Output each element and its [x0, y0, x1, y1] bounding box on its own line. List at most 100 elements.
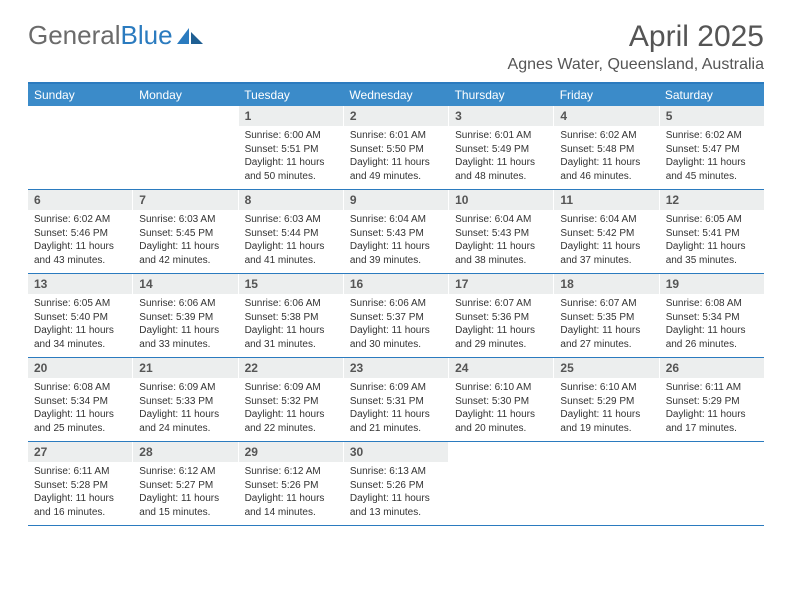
day-cell [449, 442, 554, 525]
logo: GeneralBlue [28, 20, 205, 51]
sunrise-text: Sunrise: 6:02 AM [34, 213, 126, 227]
day-cell: 10Sunrise: 6:04 AMSunset: 5:43 PMDayligh… [449, 190, 554, 273]
sunrise-text: Sunrise: 6:06 AM [350, 297, 442, 311]
day-body: Sunrise: 6:05 AMSunset: 5:41 PMDaylight:… [660, 210, 764, 273]
sunrise-text: Sunrise: 6:00 AM [245, 129, 337, 143]
day-cell: 5Sunrise: 6:02 AMSunset: 5:47 PMDaylight… [660, 106, 764, 189]
sunset-text: Sunset: 5:27 PM [139, 479, 231, 493]
day-number: 22 [239, 358, 343, 378]
day-body: Sunrise: 6:13 AMSunset: 5:26 PMDaylight:… [344, 462, 448, 525]
daylight-text: Daylight: 11 hours and 21 minutes. [350, 408, 442, 435]
day-number: 10 [449, 190, 553, 210]
day-number: 4 [554, 106, 658, 126]
daylight-text: Daylight: 11 hours and 26 minutes. [666, 324, 758, 351]
day-cell [554, 442, 659, 525]
daylight-text: Daylight: 11 hours and 27 minutes. [560, 324, 652, 351]
day-cell: 8Sunrise: 6:03 AMSunset: 5:44 PMDaylight… [239, 190, 344, 273]
sunrise-text: Sunrise: 6:09 AM [350, 381, 442, 395]
day-cell: 7Sunrise: 6:03 AMSunset: 5:45 PMDaylight… [133, 190, 238, 273]
daylight-text: Daylight: 11 hours and 15 minutes. [139, 492, 231, 519]
day-cell: 28 Sunrise: 6:12 AMSunset: 5:27 PMDayligh… [133, 442, 238, 525]
day-cell: 23Sunrise: 6:09 AMSunset: 5:31 PMDayligh… [344, 358, 449, 441]
day-body: Sunrise: 6:11 AMSunset: 5:29 PMDaylight:… [660, 378, 764, 441]
sunrise-text: Sunrise: 6:12 AM [245, 465, 337, 479]
day-number: 19 [660, 274, 764, 294]
day-number: 13 [28, 274, 132, 294]
day-body: Sunrise: 6:03 AMSunset: 5:44 PMDaylight:… [239, 210, 343, 273]
month-title: April 2025 [508, 20, 764, 54]
daylight-text: Daylight: 11 hours and 19 minutes. [560, 408, 652, 435]
day-number: 16 [344, 274, 448, 294]
day-body: Sunrise: 6:04 AMSunset: 5:42 PMDaylight:… [554, 210, 658, 273]
day-number: 17 [449, 274, 553, 294]
day-body: Sunrise: 6:02 AMSunset: 5:48 PMDaylight:… [554, 126, 658, 189]
day-number: 9 [344, 190, 448, 210]
sunset-text: Sunset: 5:29 PM [560, 395, 652, 409]
day-cell [660, 442, 764, 525]
daylight-text: Daylight: 11 hours and 13 minutes. [350, 492, 442, 519]
day-body: Sunrise: 6:08 AMSunset: 5:34 PMDaylight:… [28, 378, 132, 441]
sunrise-text: Sunrise: 6:09 AM [245, 381, 337, 395]
day-body: Sunrise: 6:07 AMSunset: 5:35 PMDaylight:… [554, 294, 658, 357]
day-number: 25 [554, 358, 658, 378]
logo-word2: Blue [121, 20, 173, 51]
day-number: 27 [28, 442, 132, 462]
day-number: 12 [660, 190, 764, 210]
day-body [28, 126, 132, 178]
sunrise-text: Sunrise: 6:04 AM [560, 213, 652, 227]
day-number: 11 [554, 190, 658, 210]
sunset-text: Sunset: 5:43 PM [350, 227, 442, 241]
day-cell: 25 Sunrise: 6:10 AMSunset: 5:29 PMDayligh… [554, 358, 659, 441]
daylight-text: Daylight: 11 hours and 30 minutes. [350, 324, 442, 351]
sunrise-text: Sunrise: 6:02 AM [666, 129, 758, 143]
daylight-text: Daylight: 11 hours and 45 minutes. [666, 156, 758, 183]
day-body [449, 462, 553, 514]
sunset-text: Sunset: 5:49 PM [455, 143, 547, 157]
daylight-text: Daylight: 11 hours and 42 minutes. [139, 240, 231, 267]
day-cell: 17Sunrise: 6:07 AMSunset: 5:36 PMDayligh… [449, 274, 554, 357]
day-of-week-cell: Monday [133, 84, 238, 106]
day-cell: 3Sunrise: 6:01 AMSunset: 5:49 PMDaylight… [449, 106, 554, 189]
day-number: 20 [28, 358, 132, 378]
day-of-week-cell: Sunday [28, 84, 133, 106]
daylight-text: Daylight: 11 hours and 29 minutes. [455, 324, 547, 351]
daylight-text: Daylight: 11 hours and 34 minutes. [34, 324, 126, 351]
title-block: April 2025 Agnes Water, Queensland, Aust… [508, 20, 764, 74]
sunrise-text: Sunrise: 6:07 AM [455, 297, 547, 311]
sunrise-text: Sunrise: 6:12 AM [139, 465, 231, 479]
sunrise-text: Sunrise: 6:10 AM [560, 381, 652, 395]
day-body: Sunrise: 6:06 AMSunset: 5:37 PMDaylight:… [344, 294, 448, 357]
sunrise-text: Sunrise: 6:07 AM [560, 297, 652, 311]
sunset-text: Sunset: 5:32 PM [245, 395, 337, 409]
sunrise-text: Sunrise: 6:06 AM [245, 297, 337, 311]
day-number: 28 [133, 442, 237, 462]
day-number [28, 106, 132, 126]
sunrise-text: Sunrise: 6:13 AM [350, 465, 442, 479]
sunrise-text: Sunrise: 6:08 AM [34, 381, 126, 395]
day-number: 21 [133, 358, 237, 378]
sunrise-text: Sunrise: 6:03 AM [139, 213, 231, 227]
day-number: 18 [554, 274, 658, 294]
day-cell: 11Sunrise: 6:04 AMSunset: 5:42 PMDayligh… [554, 190, 659, 273]
day-of-week-cell: Saturday [659, 84, 764, 106]
sunset-text: Sunset: 5:45 PM [139, 227, 231, 241]
day-of-week-cell: Tuesday [238, 84, 343, 106]
sunset-text: Sunset: 5:51 PM [245, 143, 337, 157]
sunset-text: Sunset: 5:42 PM [560, 227, 652, 241]
day-of-week-cell: Wednesday [343, 84, 448, 106]
sunset-text: Sunset: 5:37 PM [350, 311, 442, 325]
sunset-text: Sunset: 5:31 PM [350, 395, 442, 409]
sunrise-text: Sunrise: 6:05 AM [34, 297, 126, 311]
sunset-text: Sunset: 5:38 PM [245, 311, 337, 325]
day-number: 15 [239, 274, 343, 294]
day-cell: 27Sunrise: 6:11 AMSunset: 5:28 PMDayligh… [28, 442, 133, 525]
sunset-text: Sunset: 5:39 PM [139, 311, 231, 325]
sunrise-text: Sunrise: 6:01 AM [350, 129, 442, 143]
daylight-text: Daylight: 11 hours and 31 minutes. [245, 324, 337, 351]
sunrise-text: Sunrise: 6:10 AM [455, 381, 547, 395]
day-body: Sunrise: 6:06 AMSunset: 5:38 PMDaylight:… [239, 294, 343, 357]
daylight-text: Daylight: 11 hours and 22 minutes. [245, 408, 337, 435]
day-body: Sunrise: 6:08 AMSunset: 5:34 PMDaylight:… [660, 294, 764, 357]
day-number: 30 [344, 442, 448, 462]
sunrise-text: Sunrise: 6:02 AM [560, 129, 652, 143]
